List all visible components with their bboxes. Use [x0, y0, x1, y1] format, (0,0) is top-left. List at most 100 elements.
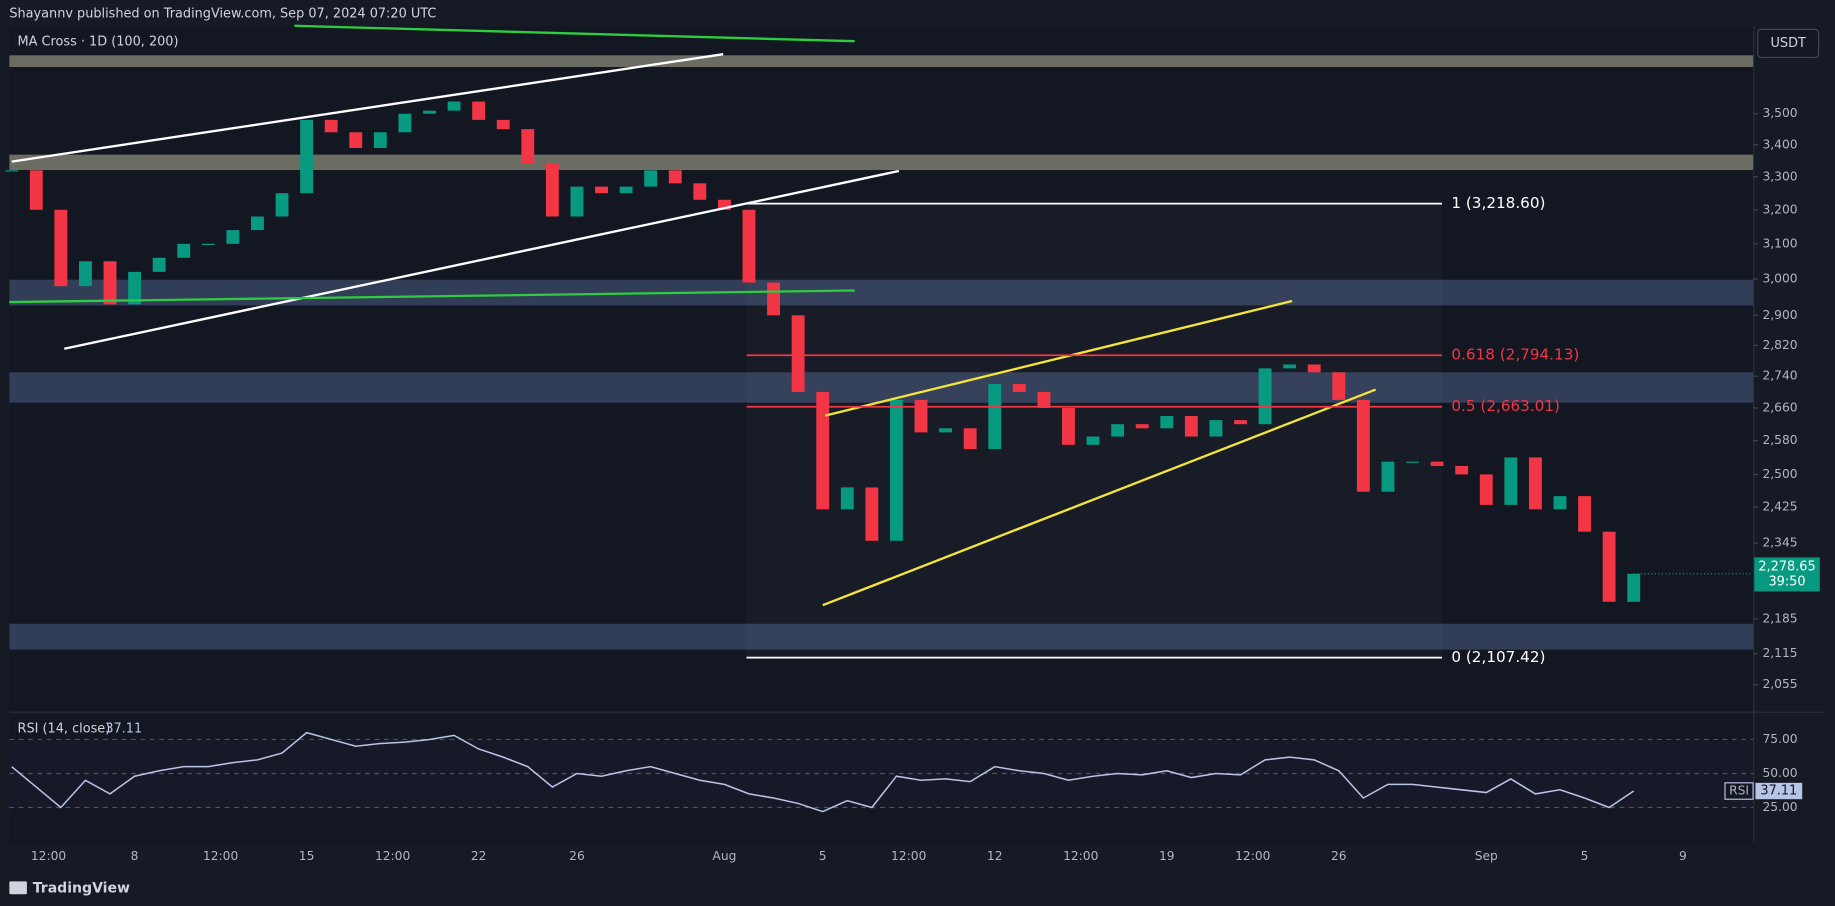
- y-tick-label: 2,425: [1762, 500, 1797, 514]
- x-tick-label: Aug: [712, 849, 736, 863]
- x-tick-label: 5: [1581, 849, 1589, 863]
- series-tag-name-box: [1724, 782, 1754, 800]
- price-tag: [1754, 557, 1820, 592]
- x-tick-label: 9: [1679, 849, 1687, 863]
- candle: [1111, 424, 1125, 437]
- trend-line: [822, 388, 1377, 607]
- rsi-line: [11, 731, 1635, 813]
- candle: [865, 487, 879, 541]
- candle: [545, 163, 559, 217]
- fib-label: 0.5 (2,663.01): [1451, 397, 1560, 415]
- candle: [5, 170, 19, 172]
- candle: [447, 101, 461, 111]
- y-tick-label: 50.00: [1762, 766, 1797, 780]
- candle: [275, 193, 289, 217]
- y-tick-label: 2,115: [1762, 646, 1797, 660]
- candle: [201, 243, 215, 246]
- y-tick-label: 25.00: [1762, 800, 1797, 814]
- candle: [963, 428, 977, 450]
- rsi-title: RSI (14, close): [18, 722, 111, 737]
- candle: [717, 199, 731, 210]
- series-tag: [1755, 782, 1803, 800]
- x-tick-label: 8: [131, 849, 139, 863]
- zone: [9, 623, 1754, 650]
- candle: [791, 315, 805, 392]
- candle: [1356, 399, 1370, 492]
- candle: [398, 113, 412, 133]
- rsi-value: 37.11: [105, 722, 142, 737]
- indicator-label: MA Cross · 1D (100, 200): [18, 35, 179, 50]
- candle: [472, 101, 486, 120]
- x-tick-label: 22: [471, 849, 487, 863]
- candle: [1430, 461, 1444, 466]
- fib-label: 1 (3,218.60): [1451, 194, 1545, 212]
- candle: [226, 230, 240, 244]
- candle: [1381, 461, 1395, 492]
- y-tick-label: 3,300: [1762, 169, 1797, 183]
- x-tick-label: 26: [1331, 849, 1347, 863]
- x-tick-label: 12:00: [1063, 849, 1098, 863]
- candle: [693, 183, 707, 200]
- candle: [1602, 531, 1616, 602]
- zone: [9, 372, 1754, 403]
- x-tick-label: 15: [299, 849, 315, 863]
- candle: [840, 487, 854, 510]
- candle: [1504, 457, 1518, 505]
- y-tick-label: 2,900: [1762, 308, 1797, 322]
- candle: [570, 186, 584, 217]
- y-tick-label: 2,345: [1762, 536, 1797, 550]
- currency[interactable]: USDT: [1771, 36, 1806, 51]
- trend-line: [64, 169, 900, 350]
- candle: [668, 170, 682, 184]
- currency-box[interactable]: [1757, 28, 1820, 59]
- candle: [1479, 474, 1493, 505]
- y-tick-label: 3,500: [1762, 106, 1797, 120]
- candle: [1455, 465, 1469, 475]
- zone: [9, 55, 1754, 67]
- candle: [496, 119, 510, 130]
- candle: [939, 428, 953, 433]
- candle: [1258, 368, 1272, 425]
- brand: TradingView: [33, 880, 130, 896]
- y-tick-label: 2,580: [1762, 433, 1797, 447]
- candle: [1209, 420, 1223, 437]
- candle: [644, 170, 658, 187]
- y-tick-label: 75.00: [1762, 732, 1797, 746]
- candle: [349, 132, 363, 148]
- candle: [619, 186, 633, 194]
- trend-line: [11, 52, 724, 163]
- candle: [152, 257, 166, 272]
- x-tick-label: 26: [569, 849, 585, 863]
- logo-mark: [9, 881, 27, 895]
- y-tick-label: 3,200: [1762, 202, 1797, 216]
- candle: [251, 216, 264, 231]
- candle: [1012, 384, 1026, 392]
- trend-line: [294, 24, 855, 43]
- fib-label: 0 (2,107.42): [1451, 648, 1545, 666]
- y-tick-label: 3,000: [1762, 271, 1797, 285]
- y-tick-label: 2,055: [1762, 677, 1797, 691]
- x-tick-label: 12:00: [891, 849, 926, 863]
- x-tick-label: 12: [987, 849, 1003, 863]
- candle: [1283, 364, 1297, 369]
- candle: [1627, 573, 1641, 602]
- x-tick-label: Sep: [1475, 849, 1498, 863]
- x-tick-label: 12:00: [1235, 849, 1270, 863]
- trend-line: [824, 299, 1293, 417]
- candle: [816, 391, 830, 510]
- x-tick-label: 12:00: [375, 849, 410, 863]
- x-tick-label: 12:00: [31, 849, 66, 863]
- y-tick-label: 2,500: [1762, 467, 1797, 481]
- candle: [103, 261, 117, 305]
- price-tag-label: 2,278.65: [1758, 559, 1815, 574]
- series-tag-name: RSI: [1729, 784, 1749, 798]
- countdown: 39:50: [1768, 575, 1805, 590]
- candle: [373, 132, 387, 148]
- y-tick-label: 2,660: [1762, 400, 1797, 414]
- candle: [988, 384, 1002, 450]
- published-note: Shayannv published on TradingView.com, S…: [9, 7, 436, 22]
- candle: [29, 170, 43, 210]
- candle: [1528, 457, 1542, 510]
